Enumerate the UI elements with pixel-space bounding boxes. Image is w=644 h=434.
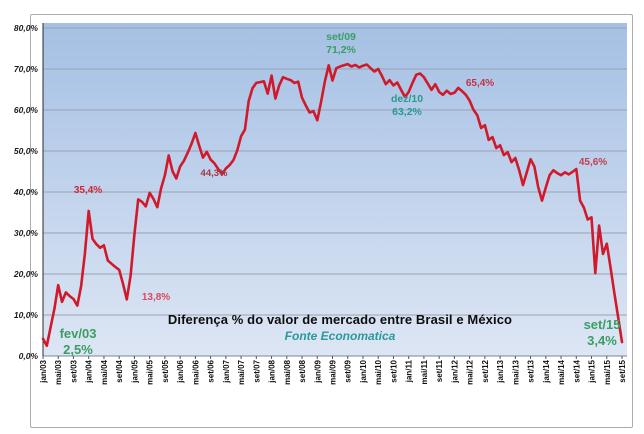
x-axis-label: mai/15 <box>603 359 612 384</box>
x-axis-label: jan/07 <box>222 359 231 383</box>
x-axis-label: mai/03 <box>54 359 63 384</box>
x-axis-label: jan/14 <box>542 359 551 383</box>
x-axis-label: jan/12 <box>450 359 459 383</box>
x-axis-label: mai/04 <box>100 359 109 384</box>
x-axis-label: mai/13 <box>511 359 520 384</box>
x-axis-label: jan/11 <box>405 359 414 383</box>
y-axis-label: 80,0% <box>14 23 39 33</box>
y-axis-label: 50,0% <box>14 146 39 156</box>
x-axis-label: mai/12 <box>466 359 475 384</box>
x-axis-label: set/14 <box>572 359 581 382</box>
x-axis-label: set/12 <box>481 359 490 382</box>
y-axis-label: 10,0% <box>14 310 39 320</box>
x-axis-label: set/15 <box>618 359 627 382</box>
y-axis-label: 60,0% <box>14 105 39 115</box>
x-axis-label: set/06 <box>207 359 216 382</box>
x-axis-label: set/13 <box>527 359 536 382</box>
x-axis-label: mai/10 <box>374 359 383 384</box>
x-axis-label: mai/06 <box>191 359 200 384</box>
x-axis-label: set/03 <box>69 359 78 382</box>
x-axis-label: jan/15 <box>588 359 597 383</box>
y-axis-label: 20,0% <box>13 269 39 279</box>
x-axis-label: jan/06 <box>176 359 185 383</box>
x-axis-label: jan/13 <box>496 359 505 383</box>
x-axis-label: mai/14 <box>557 359 566 384</box>
plot-area <box>43 23 627 356</box>
x-axis-label: jan/04 <box>85 359 94 383</box>
x-axis-label: jan/08 <box>268 359 277 383</box>
data-line-brasil-mexico <box>41 62 624 348</box>
x-axis-label: set/07 <box>252 359 261 382</box>
y-axis-label: 40,0% <box>13 187 39 197</box>
x-axis-label: jan/09 <box>313 359 322 383</box>
y-axis-label: 70,0% <box>14 64 39 74</box>
x-axis-label: jan/03 <box>39 359 48 383</box>
x-axis-label: set/10 <box>389 359 398 382</box>
x-axis-label: mai/09 <box>329 359 338 384</box>
x-axis-label: mai/07 <box>237 359 246 384</box>
x-axis-label: set/11 <box>435 359 444 382</box>
x-axis-label: set/05 <box>161 359 170 382</box>
x-axis-label: set/04 <box>115 359 124 382</box>
y-axis-label: 30,0% <box>14 228 39 238</box>
y-axis-label: 0,0% <box>19 351 39 361</box>
x-axis-label: jan/05 <box>130 359 139 383</box>
x-axis-label: set/09 <box>344 359 353 382</box>
x-axis-label: mai/08 <box>283 359 292 384</box>
x-axis-label: jan/10 <box>359 359 368 383</box>
x-axis-label: set/08 <box>298 359 307 382</box>
x-axis-label: mai/05 <box>146 359 155 384</box>
x-axis-label: mai/11 <box>420 359 429 384</box>
